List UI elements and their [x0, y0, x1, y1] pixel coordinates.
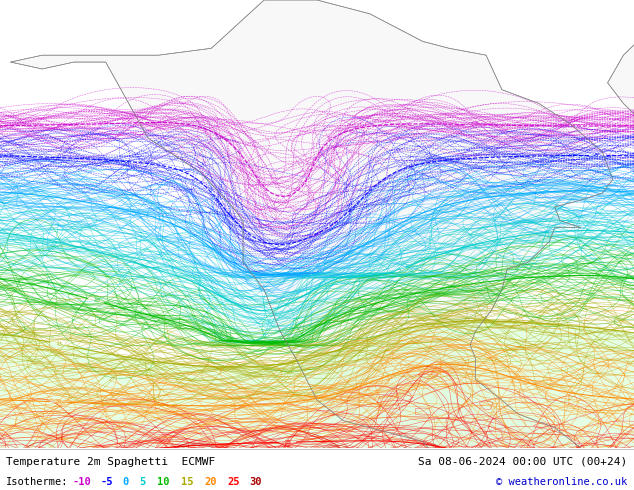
- Text: -10: -10: [73, 477, 92, 487]
- Text: Temperature 2m Spaghetti  ECMWF: Temperature 2m Spaghetti ECMWF: [6, 457, 216, 466]
- Text: 20: 20: [55, 399, 62, 405]
- Text: 15: 15: [55, 341, 63, 347]
- Text: 10: 10: [157, 477, 170, 487]
- Text: 10: 10: [92, 297, 100, 304]
- Polygon shape: [11, 0, 613, 490]
- Text: 25: 25: [227, 477, 240, 487]
- Text: © weatheronline.co.uk: © weatheronline.co.uk: [496, 477, 628, 487]
- Polygon shape: [607, 0, 634, 138]
- Text: -5: -5: [100, 477, 113, 487]
- Text: 25: 25: [284, 440, 291, 445]
- Bar: [0, 0, 243, 448]
- Text: 5: 5: [397, 267, 402, 272]
- Text: -5: -5: [594, 153, 600, 158]
- Text: Isotherme:: Isotherme:: [6, 477, 69, 487]
- Text: 20: 20: [205, 477, 217, 487]
- Text: 0: 0: [315, 264, 320, 270]
- Text: -10: -10: [470, 122, 479, 127]
- Text: 0: 0: [122, 477, 129, 487]
- Text: 30: 30: [249, 477, 262, 487]
- Text: Sa 08-06-2024 00:00 UTC (00+24): Sa 08-06-2024 00:00 UTC (00+24): [418, 457, 628, 466]
- Text: 15: 15: [181, 477, 193, 487]
- Text: 5: 5: [139, 477, 146, 487]
